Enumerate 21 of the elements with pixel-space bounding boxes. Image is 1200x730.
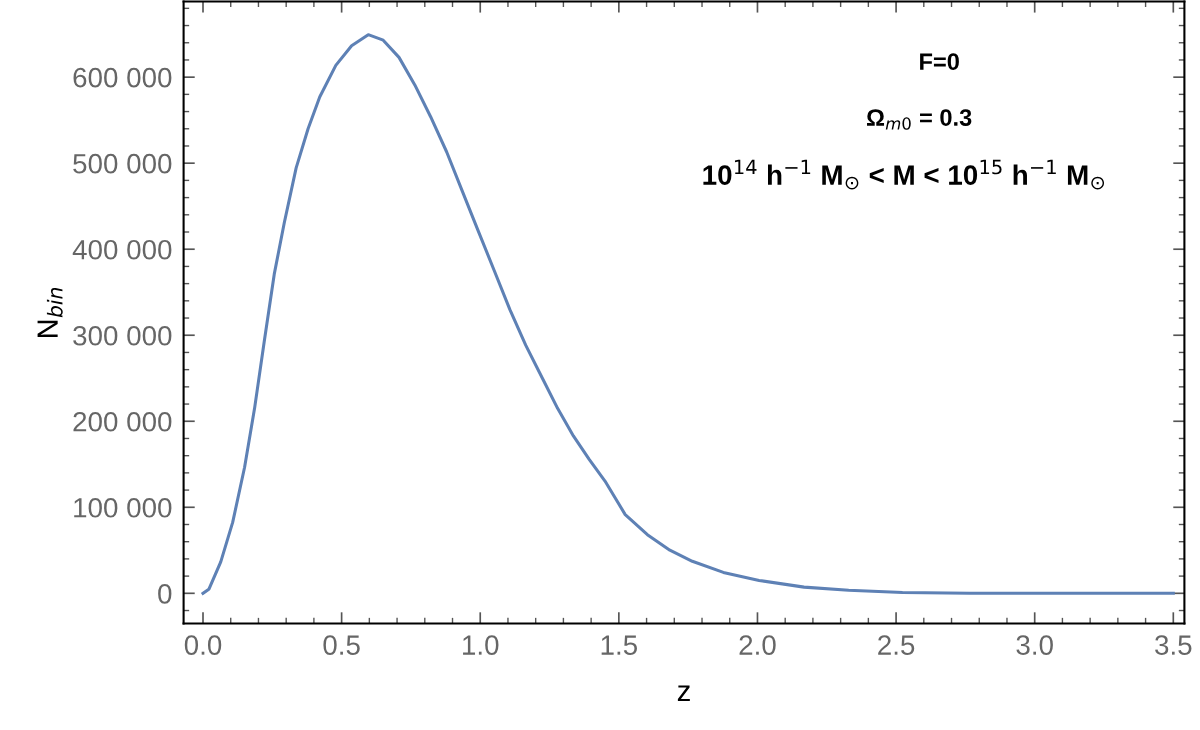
y-tick-label: 500 000 xyxy=(73,153,172,174)
y-tick-label: 300 000 xyxy=(73,325,172,346)
x-tick-label: 3.5 xyxy=(1155,635,1192,655)
y-tick-label: 600 000 xyxy=(73,67,172,88)
y-tick-label: 0 xyxy=(158,583,172,604)
x-tick-label: 3.0 xyxy=(1016,635,1053,655)
annotation: F=0 xyxy=(920,53,959,70)
annotation: Ω$_{m0}$ = 0.3 xyxy=(867,109,972,130)
x-tick-label: 0.5 xyxy=(323,635,360,655)
x-tick-label: 1.5 xyxy=(601,635,637,655)
text: 10$^{14}$ h$^{−1}$ M$_{⊙}$ < M < 10$^{15}$ h$^{−1}$ M$_{⊙}$ xyxy=(703,159,1105,190)
x-tick-label: 1.0 xyxy=(463,635,499,655)
line-series xyxy=(201,33,1175,595)
y-tick-label: 200 000 xyxy=(73,411,172,432)
y-tick-label: 100 000 xyxy=(74,497,172,518)
x-tick-label: 2.5 xyxy=(878,635,915,655)
x-tick-label: 0.0 xyxy=(184,635,222,655)
y-tick-label: 400 000 xyxy=(72,239,172,260)
x-axis-title: z xyxy=(677,685,690,702)
x-tick-label: 2.0 xyxy=(739,635,776,655)
y-axis-title: N$_{bin}$ xyxy=(37,287,63,338)
